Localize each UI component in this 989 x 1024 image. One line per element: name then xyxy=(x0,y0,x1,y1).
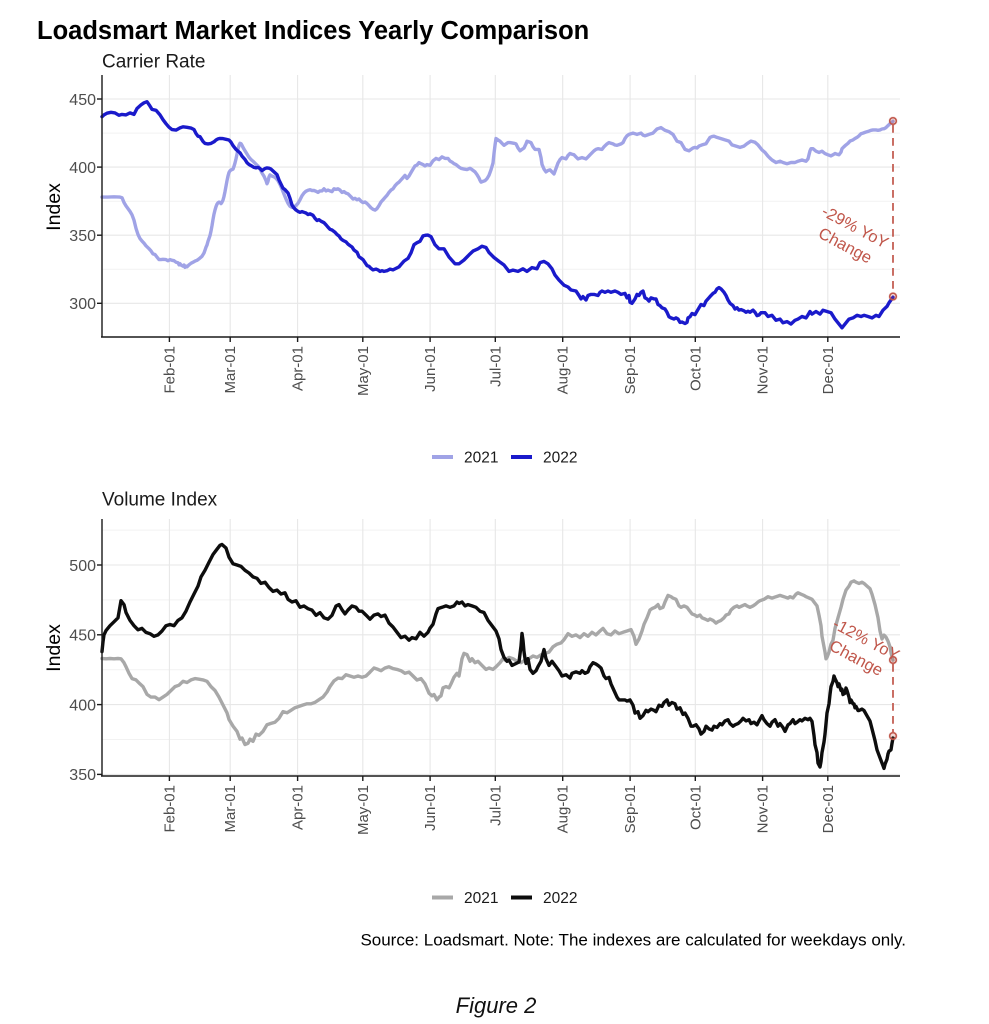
svg-text:2021: 2021 xyxy=(464,450,498,467)
svg-text:Oct-01: Oct-01 xyxy=(687,346,704,391)
svg-text:500: 500 xyxy=(69,558,96,575)
svg-text:450: 450 xyxy=(69,92,96,109)
svg-text:Nov-01: Nov-01 xyxy=(755,346,772,394)
svg-text:Index: Index xyxy=(43,183,65,231)
svg-text:Dec-01: Dec-01 xyxy=(820,346,837,394)
svg-text:Nov-01: Nov-01 xyxy=(755,785,772,833)
svg-text:Jun-01: Jun-01 xyxy=(422,346,439,392)
svg-text:Sep-01: Sep-01 xyxy=(622,785,639,833)
svg-text:Loadsmart Market Indices Yearl: Loadsmart Market Indices Yearly Comparis… xyxy=(37,17,589,45)
svg-text:Oct-01: Oct-01 xyxy=(687,785,704,830)
svg-text:May-01: May-01 xyxy=(355,785,372,835)
svg-text:Apr-01: Apr-01 xyxy=(290,785,307,830)
svg-text:400: 400 xyxy=(69,160,96,177)
svg-text:Sep-01: Sep-01 xyxy=(622,346,639,394)
svg-text:Jul-01: Jul-01 xyxy=(487,346,504,387)
svg-text:Mar-01: Mar-01 xyxy=(222,346,239,394)
svg-text:Aug-01: Aug-01 xyxy=(555,785,572,833)
svg-text:Mar-01: Mar-01 xyxy=(222,785,239,833)
svg-text:350: 350 xyxy=(69,228,96,245)
svg-text:Source: Loadsmart. Note: The i: Source: Loadsmart. Note: The indexes are… xyxy=(360,931,906,950)
svg-text:2022: 2022 xyxy=(543,450,577,467)
svg-text:450: 450 xyxy=(69,628,96,645)
svg-text:Dec-01: Dec-01 xyxy=(820,785,837,833)
svg-text:300: 300 xyxy=(69,296,96,313)
svg-text:Jun-01: Jun-01 xyxy=(422,785,439,831)
svg-text:Feb-01: Feb-01 xyxy=(161,785,178,833)
svg-text:Carrier Rate: Carrier Rate xyxy=(102,52,205,73)
svg-text:Jul-01: Jul-01 xyxy=(487,785,504,826)
svg-text:2022: 2022 xyxy=(543,890,577,907)
svg-text:Figure 2: Figure 2 xyxy=(456,993,537,1018)
svg-text:Feb-01: Feb-01 xyxy=(161,346,178,394)
svg-text:350: 350 xyxy=(69,767,96,784)
svg-text:400: 400 xyxy=(69,697,96,714)
svg-text:May-01: May-01 xyxy=(355,346,372,396)
svg-text:Volume Index: Volume Index xyxy=(102,490,218,511)
svg-text:Apr-01: Apr-01 xyxy=(290,346,307,391)
svg-text:Index: Index xyxy=(43,624,65,672)
svg-text:Aug-01: Aug-01 xyxy=(555,346,572,394)
svg-text:2021: 2021 xyxy=(464,890,498,907)
